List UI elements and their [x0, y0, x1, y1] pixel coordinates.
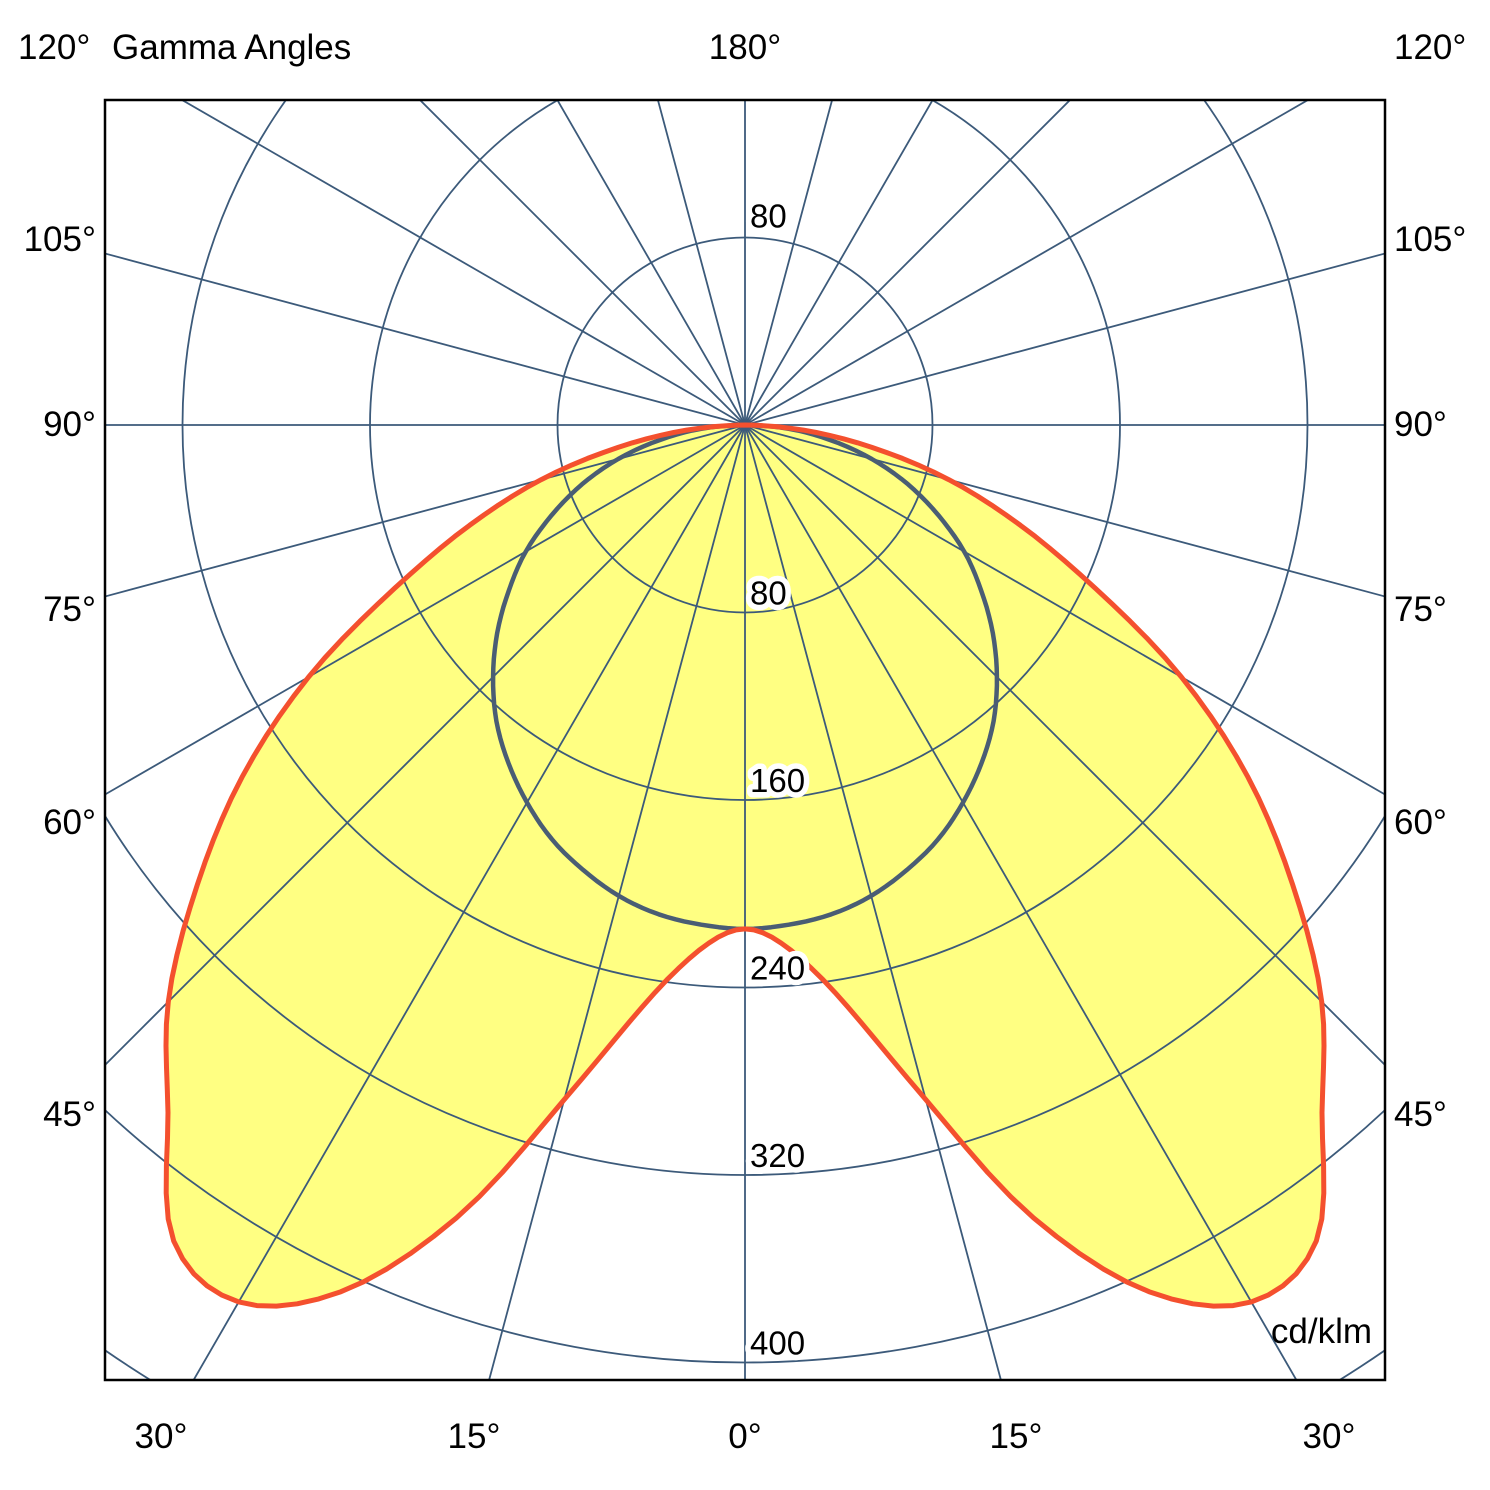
gamma-label-left-90: 90°: [43, 405, 96, 444]
gamma-label-bottom-0: 0°: [728, 1417, 762, 1456]
grid-spoke: [105, 424, 746, 1067]
gamma-label-bottom-15-right: 15°: [989, 1417, 1043, 1456]
grid-spoke: [488, 424, 746, 1380]
grid-spoke: [556, 100, 746, 426]
grid-spoke: [744, 100, 1072, 426]
gamma-label-bottom-15-left: 15°: [447, 1417, 501, 1456]
grid-spoke: [656, 100, 746, 426]
gamma-label-120-top-right: 120°: [1394, 28, 1467, 67]
grid-spoke: [105, 424, 746, 796]
grid-spoke: [744, 424, 1002, 1380]
chart-border: [103, 98, 1387, 1382]
gamma-label-right-90: 90°: [1394, 405, 1447, 444]
gamma-label-right-45: 45°: [1394, 1095, 1447, 1134]
grid-spoke: [744, 424, 1298, 1380]
grid-spoke: [744, 100, 834, 426]
gamma-label-120-top-left: 120°: [18, 28, 91, 67]
gamma-label-right-60: 60°: [1394, 803, 1447, 842]
ring-label: 80: [750, 198, 787, 235]
ring-label: 160: [750, 762, 805, 799]
gamma-label-bottom-30-left: 30°: [134, 1417, 188, 1456]
unit-label: cd/klm: [1270, 1312, 1372, 1351]
ring-label: 240: [750, 950, 805, 987]
gamma-label-left-75: 75°: [43, 590, 96, 629]
grid-spoke: [180, 100, 746, 426]
gamma-label-180-top-center: 180°: [708, 28, 782, 67]
gamma-label-left-105: 105°: [23, 220, 96, 259]
gamma-label-left-60: 60°: [43, 803, 96, 842]
gamma-label-right-75: 75°: [1394, 590, 1447, 629]
ring-labels: 80 80 160 240 320 400: [745, 192, 811, 1367]
grid-spoke: [105, 252, 746, 426]
ring-label: 400: [750, 1325, 805, 1362]
ring-label: 320: [750, 1137, 805, 1174]
grid-spoke: [744, 424, 1385, 1067]
grid-spoke: [744, 100, 934, 426]
gamma-label-right-105: 105°: [1394, 220, 1467, 259]
grid-spoke: [744, 424, 1385, 796]
grid-spoke: [418, 100, 746, 426]
gamma-label-bottom-30-right: 30°: [1302, 1417, 1356, 1456]
page-title: Gamma Angles: [112, 28, 352, 67]
main-plane-curve: [163, 422, 1327, 1309]
ring-label: 80: [750, 575, 787, 612]
grid-spoke: [744, 252, 1385, 426]
grid-spoke: [744, 100, 1310, 426]
grid-spoke: [192, 424, 746, 1380]
gamma-label-left-45: 45°: [43, 1095, 96, 1134]
